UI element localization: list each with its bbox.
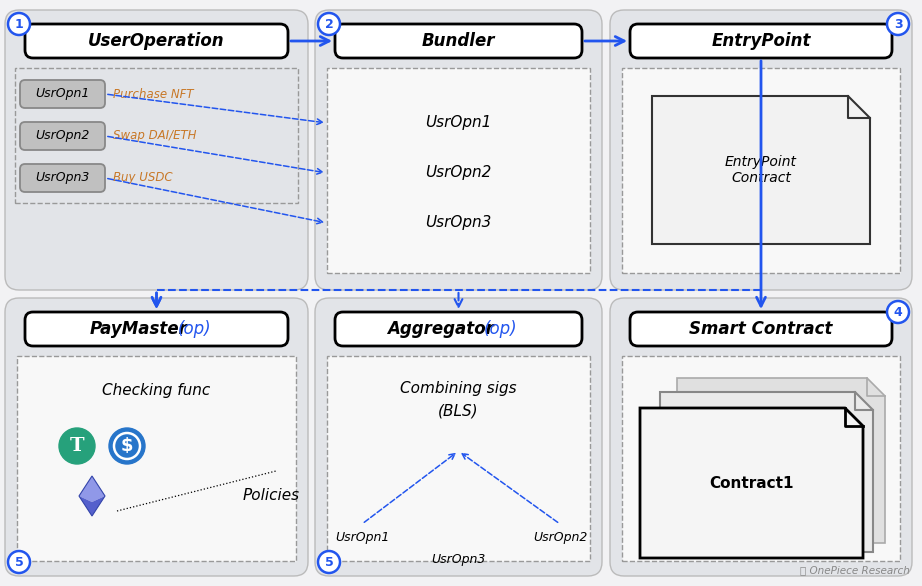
FancyBboxPatch shape xyxy=(630,24,892,58)
Bar xyxy=(15,68,298,203)
FancyBboxPatch shape xyxy=(315,298,602,576)
Text: UsrOpn3: UsrOpn3 xyxy=(425,216,491,230)
Text: Purchase NFT: Purchase NFT xyxy=(113,87,194,101)
Bar xyxy=(327,68,590,273)
Polygon shape xyxy=(660,392,873,552)
Polygon shape xyxy=(677,378,885,543)
FancyBboxPatch shape xyxy=(20,80,105,108)
Bar xyxy=(17,356,296,561)
Text: UsrOpn1: UsrOpn1 xyxy=(425,115,491,131)
Text: 5: 5 xyxy=(325,556,334,568)
Circle shape xyxy=(318,13,340,35)
Circle shape xyxy=(8,13,30,35)
Circle shape xyxy=(109,428,145,464)
Text: UsrOpn2: UsrOpn2 xyxy=(425,165,491,180)
Text: $: $ xyxy=(121,437,134,455)
Text: Checking func: Checking func xyxy=(102,383,210,398)
FancyBboxPatch shape xyxy=(25,24,288,58)
Bar xyxy=(622,356,900,561)
Text: 1: 1 xyxy=(15,18,23,30)
Text: (BLS): (BLS) xyxy=(438,404,479,418)
Circle shape xyxy=(8,551,30,573)
FancyBboxPatch shape xyxy=(5,298,308,576)
FancyBboxPatch shape xyxy=(335,312,582,346)
Text: EntryPoint: EntryPoint xyxy=(711,32,810,50)
Text: Combining sigs: Combining sigs xyxy=(400,380,517,396)
Text: EntryPoint
Contract: EntryPoint Contract xyxy=(725,155,797,185)
FancyBboxPatch shape xyxy=(20,122,105,150)
Bar xyxy=(622,68,900,273)
Text: 5: 5 xyxy=(15,556,23,568)
Text: UsrOpn2: UsrOpn2 xyxy=(35,130,89,142)
Circle shape xyxy=(887,301,909,323)
Text: 3: 3 xyxy=(893,18,903,30)
Text: 🐾 OnePiece Research: 🐾 OnePiece Research xyxy=(800,565,910,575)
Text: UsrOpn3: UsrOpn3 xyxy=(35,172,89,185)
FancyBboxPatch shape xyxy=(630,312,892,346)
FancyBboxPatch shape xyxy=(20,164,105,192)
Text: UsrOpn2: UsrOpn2 xyxy=(533,532,587,544)
Polygon shape xyxy=(79,496,105,516)
Text: Smart Contract: Smart Contract xyxy=(690,320,833,338)
Text: T: T xyxy=(70,437,84,455)
Text: PayMaster: PayMaster xyxy=(89,320,187,338)
Circle shape xyxy=(887,13,909,35)
Polygon shape xyxy=(652,96,870,244)
Text: Aggregator: Aggregator xyxy=(387,320,494,338)
Text: Policies: Policies xyxy=(242,489,300,503)
Circle shape xyxy=(318,551,340,573)
Bar xyxy=(327,356,590,561)
Text: Buy USDC: Buy USDC xyxy=(113,172,172,185)
FancyBboxPatch shape xyxy=(610,298,912,576)
Text: UsrOpn1: UsrOpn1 xyxy=(35,87,89,101)
Polygon shape xyxy=(640,408,863,558)
Polygon shape xyxy=(79,476,105,502)
Text: 4: 4 xyxy=(893,305,903,319)
FancyBboxPatch shape xyxy=(315,10,602,290)
Text: UsrOpn1: UsrOpn1 xyxy=(335,532,389,544)
Text: 2: 2 xyxy=(325,18,334,30)
FancyBboxPatch shape xyxy=(25,312,288,346)
FancyBboxPatch shape xyxy=(5,10,308,290)
Text: UserOperation: UserOperation xyxy=(89,32,225,50)
Text: Swap DAI/ETH: Swap DAI/ETH xyxy=(113,130,196,142)
Circle shape xyxy=(59,428,95,464)
Text: UsrOpn3: UsrOpn3 xyxy=(431,554,486,567)
Text: Contract1: Contract1 xyxy=(709,475,794,490)
Text: (op): (op) xyxy=(178,320,211,338)
Text: (op): (op) xyxy=(484,320,517,338)
FancyBboxPatch shape xyxy=(335,24,582,58)
FancyBboxPatch shape xyxy=(610,10,912,290)
Text: Bundler: Bundler xyxy=(421,32,495,50)
